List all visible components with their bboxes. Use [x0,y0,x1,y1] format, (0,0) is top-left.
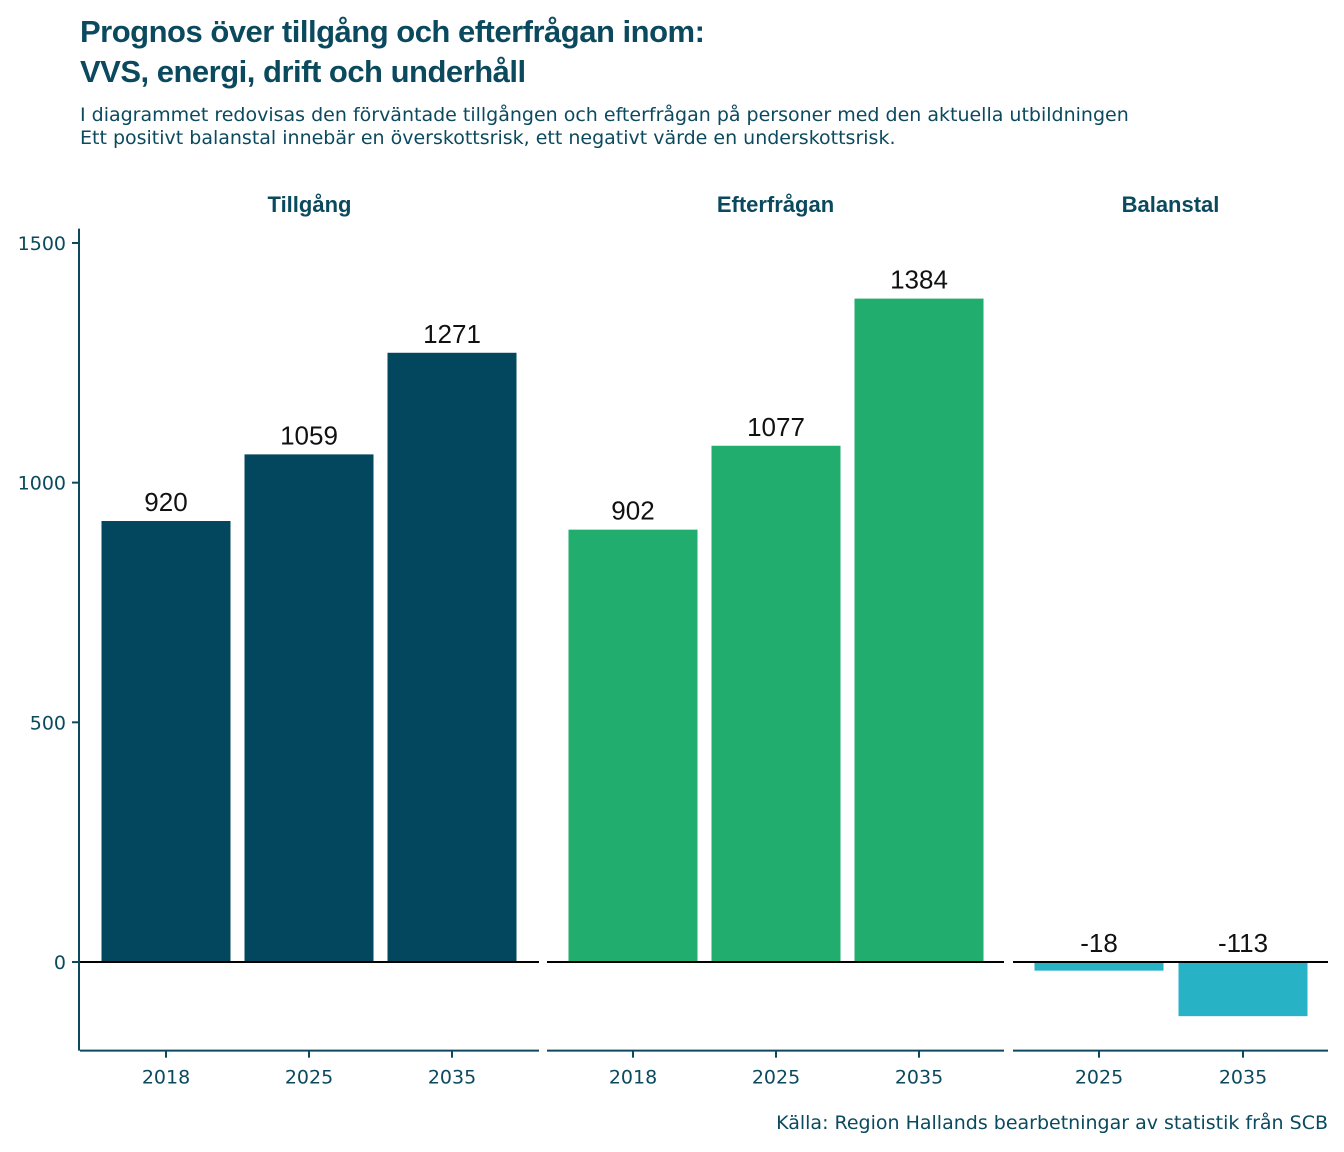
bar-balanstal-2025 [1034,962,1164,971]
x-tick-label-efterfr-gan-2018: 2018 [609,1067,657,1089]
x-tick-label-efterfr-gan-2025: 2025 [752,1067,800,1089]
bar-tillg-ng-2025 [244,454,374,962]
bar-efterfr-gan-2035 [854,298,984,962]
y-tick-label-1000: 1000 [18,473,66,495]
subtitle-line-2: Ett positivt balanstal innebär en översk… [80,127,896,149]
subtitle-line-1: I diagrammet redovisas den förväntade ti… [80,104,1129,126]
x-tick-label-efterfr-gan-2035: 2035 [895,1067,943,1089]
bar-tillg-ng-2035 [387,352,517,962]
data-label-tillg-ng-2025: 1059 [280,420,338,450]
data-label-tillg-ng-2035: 1271 [423,319,481,349]
data-label-tillg-ng-2018: 920 [144,487,187,517]
data-label-efterfr-gan-2025: 1077 [747,412,805,442]
bar-balanstal-2035 [1178,962,1308,1017]
data-label-balanstal-2025: -18 [1080,928,1118,958]
panel-title-tillg-ng: Tillgång [268,192,352,217]
x-tick-label-tillg-ng-2035: 2035 [428,1067,476,1089]
bar-tillg-ng-2018 [101,521,231,962]
source-caption: Källa: Region Hallands bearbetningar av … [776,1112,1328,1134]
bar-efterfr-gan-2018 [568,529,698,962]
data-label-balanstal-2035: -113 [1218,928,1268,958]
data-label-efterfr-gan-2018: 902 [611,496,654,526]
x-tick-label-balanstal-2035: 2035 [1219,1067,1267,1089]
title-line-2: VVS, energi, drift och underhåll [80,54,526,89]
x-tick-label-tillg-ng-2025: 2025 [285,1067,333,1089]
y-tick-label-500: 500 [30,712,66,734]
chart-subtitle: I diagrammet redovisas den förväntade ti… [80,104,1330,150]
y-tick-label-0: 0 [54,952,66,974]
bar-efterfr-gan-2025 [711,445,841,962]
x-tick-label-tillg-ng-2018: 2018 [142,1067,190,1089]
data-label-efterfr-gan-2035: 1384 [890,265,948,295]
title-line-1: Prognos över tillgång och efterfrågan in… [80,14,705,49]
chart-title: Prognos över tillgång och efterfrågan in… [80,12,1280,92]
panel-title-efterfr-gan: Efterfrågan [717,192,834,217]
y-tick-label-1500: 1500 [18,233,66,255]
x-tick-label-balanstal-2025: 2025 [1075,1067,1123,1089]
panel-title-balanstal: Balanstal [1122,192,1220,217]
